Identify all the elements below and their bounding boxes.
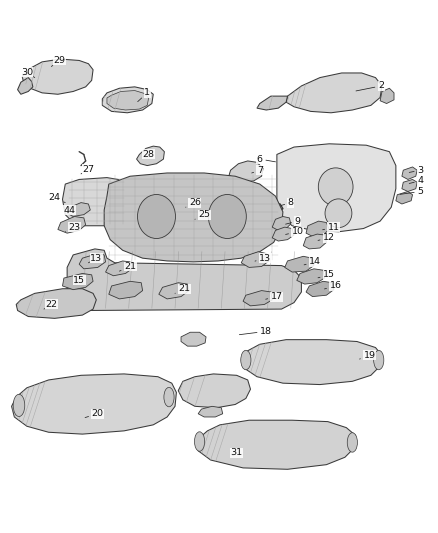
Text: 21: 21: [120, 262, 136, 271]
Text: 23: 23: [65, 223, 81, 232]
Polygon shape: [22, 59, 93, 94]
Text: 13: 13: [255, 254, 272, 263]
Polygon shape: [184, 204, 220, 225]
Polygon shape: [198, 406, 223, 417]
Polygon shape: [197, 420, 356, 469]
Text: 17: 17: [266, 292, 283, 301]
Text: 21: 21: [175, 284, 190, 293]
Text: 31: 31: [230, 448, 243, 457]
Polygon shape: [181, 197, 200, 210]
Text: 15: 15: [73, 276, 85, 285]
Polygon shape: [67, 249, 301, 311]
Text: 11: 11: [323, 223, 340, 232]
Text: 13: 13: [88, 254, 102, 263]
Text: 20: 20: [85, 409, 104, 418]
Polygon shape: [104, 173, 283, 262]
Ellipse shape: [13, 394, 25, 416]
Polygon shape: [272, 227, 294, 241]
Text: 6: 6: [257, 155, 276, 164]
Polygon shape: [109, 281, 143, 299]
Text: 30: 30: [21, 68, 35, 78]
Polygon shape: [79, 254, 106, 269]
Polygon shape: [285, 256, 314, 272]
Text: 5: 5: [400, 187, 424, 196]
Text: 4: 4: [409, 176, 424, 185]
Polygon shape: [16, 289, 96, 318]
Ellipse shape: [194, 432, 205, 451]
Polygon shape: [306, 281, 334, 296]
Text: 26: 26: [186, 198, 201, 207]
Polygon shape: [102, 87, 153, 113]
Text: 9: 9: [286, 216, 301, 225]
Text: 29: 29: [51, 56, 65, 67]
Text: 28: 28: [143, 150, 155, 159]
Text: 10: 10: [286, 227, 304, 236]
Text: 25: 25: [195, 210, 210, 219]
Text: 14: 14: [304, 257, 321, 266]
Text: 3: 3: [409, 166, 424, 175]
Polygon shape: [107, 91, 148, 110]
Polygon shape: [243, 290, 272, 306]
Polygon shape: [137, 146, 164, 166]
Text: 18: 18: [239, 327, 272, 336]
Text: 16: 16: [325, 281, 342, 290]
Polygon shape: [63, 273, 93, 289]
Polygon shape: [181, 332, 206, 346]
Polygon shape: [286, 73, 382, 113]
Polygon shape: [58, 216, 86, 233]
Polygon shape: [402, 180, 417, 191]
Polygon shape: [159, 282, 189, 299]
Text: 12: 12: [318, 233, 335, 243]
Polygon shape: [241, 340, 382, 385]
Text: 15: 15: [318, 270, 335, 279]
Text: 8: 8: [281, 198, 294, 207]
Polygon shape: [380, 88, 394, 103]
Polygon shape: [402, 167, 417, 180]
Text: 27: 27: [81, 165, 95, 174]
Ellipse shape: [347, 433, 357, 452]
Polygon shape: [241, 252, 269, 268]
Polygon shape: [229, 161, 263, 182]
Polygon shape: [106, 261, 132, 276]
Ellipse shape: [318, 168, 353, 206]
Polygon shape: [63, 177, 127, 226]
Ellipse shape: [241, 350, 251, 370]
Text: 44: 44: [64, 206, 76, 214]
Ellipse shape: [138, 195, 176, 238]
Polygon shape: [178, 374, 251, 408]
Ellipse shape: [164, 387, 174, 407]
Ellipse shape: [374, 350, 384, 370]
Text: 19: 19: [360, 351, 375, 360]
Polygon shape: [67, 203, 90, 216]
Polygon shape: [257, 96, 287, 110]
Polygon shape: [11, 374, 177, 434]
Ellipse shape: [325, 199, 352, 228]
Text: 1: 1: [138, 88, 150, 102]
Text: 2: 2: [356, 82, 384, 91]
Ellipse shape: [208, 195, 246, 238]
Text: 7: 7: [252, 166, 263, 175]
Polygon shape: [277, 144, 396, 232]
Polygon shape: [297, 269, 325, 284]
Polygon shape: [396, 191, 413, 204]
Polygon shape: [272, 216, 291, 230]
Text: 22: 22: [44, 300, 57, 309]
Polygon shape: [18, 78, 33, 94]
Text: 24: 24: [49, 193, 65, 203]
Polygon shape: [306, 221, 329, 237]
Polygon shape: [303, 234, 326, 249]
